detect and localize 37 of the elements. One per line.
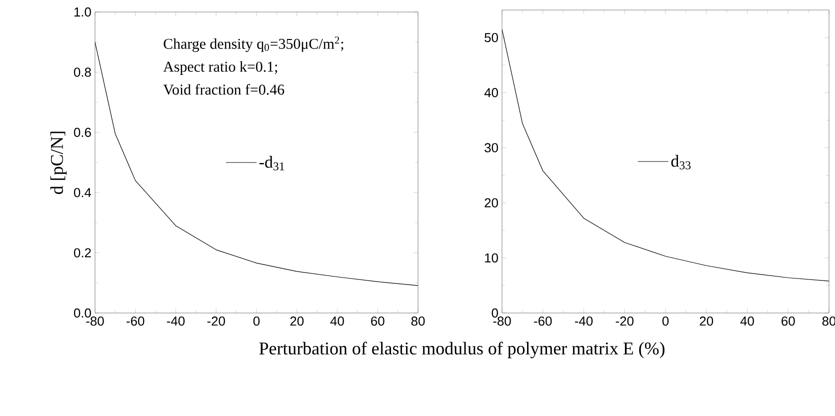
x-tick-label: 60 — [371, 316, 384, 326]
annotation: Void fraction f=0.46 — [163, 84, 284, 95]
y-tick-label: 0.2 — [74, 248, 91, 258]
x-tick-label: -80 — [86, 316, 104, 326]
y-tick-label: 50 — [484, 32, 498, 42]
x-axis-title: Perturbation of elastic modulus of polymer matrix E (%) — [259, 342, 664, 358]
x-tick-label: -20 — [207, 316, 225, 326]
x-tick-label: -60 — [126, 316, 144, 326]
y-tick-label: 40 — [484, 88, 498, 98]
x-tick-label: -80 — [493, 316, 511, 326]
x-tick-label: 60 — [782, 316, 795, 326]
x-tick-label: -60 — [534, 316, 552, 326]
y-tick-label: 10 — [485, 253, 498, 262]
legend-label: d$_{33}$ — [671, 154, 691, 170]
y-tick-label: 0 — [492, 308, 498, 318]
x-tick-label: 20 — [290, 316, 304, 326]
y-tick-label: 0.8 — [74, 68, 91, 77]
annotation: Charge density q$_{0}$=350μC/m$^{2}$; — [164, 36, 344, 52]
y-tick-label: 0.6 — [74, 128, 91, 137]
x-tick-label: -40 — [166, 316, 185, 326]
x-tick-label: -20 — [616, 316, 634, 326]
x-tick-label: 40 — [330, 316, 344, 326]
y-tick-label: 20 — [484, 198, 498, 208]
y-tick-label: 0.4 — [74, 188, 92, 198]
x-tick-label: 0 — [662, 316, 669, 326]
x-tick-label: 0 — [253, 316, 260, 326]
x-tick-label: 40 — [740, 316, 754, 326]
legend-label: -d$_{31}$ — [260, 156, 284, 170]
x-tick-label: 80 — [411, 316, 425, 326]
x-tick-label: -40 — [574, 316, 593, 326]
y-tick-label: 30 — [484, 143, 498, 152]
y-tick-label: 0.0 — [74, 308, 91, 318]
x-tick-label: 20 — [700, 316, 714, 326]
y-tick-label: 1.0 — [74, 7, 91, 17]
annotation: Aspect ratio k=0.1; — [163, 61, 278, 75]
line-series — [502, 28, 830, 282]
y-axis-title: d [pC/N] — [50, 132, 67, 194]
